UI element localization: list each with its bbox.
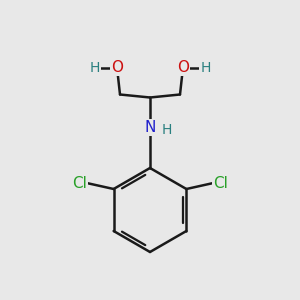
Text: N: N	[144, 120, 156, 135]
Text: H: H	[200, 61, 211, 74]
Text: O: O	[177, 60, 189, 75]
Text: O: O	[111, 60, 123, 75]
Text: Cl: Cl	[72, 176, 87, 190]
Text: Cl: Cl	[213, 176, 228, 190]
Text: H: H	[89, 61, 100, 74]
Text: H: H	[161, 123, 172, 137]
